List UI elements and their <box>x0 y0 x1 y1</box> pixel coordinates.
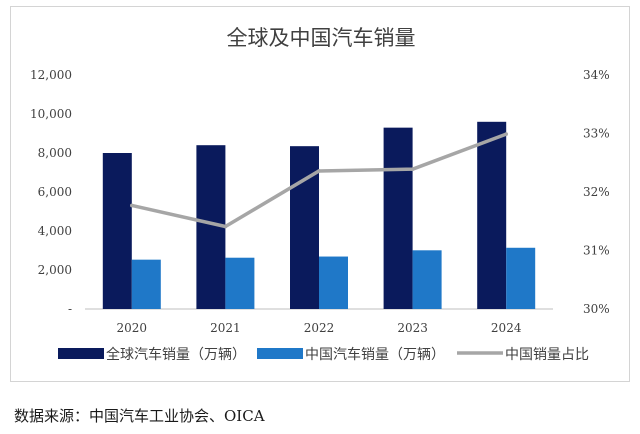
legend-label: 中国汽车销量（万辆） <box>305 346 445 363</box>
china-share-point <box>410 167 415 171</box>
legend-label: 全球汽车销量（万辆） <box>106 346 246 363</box>
bar-global <box>477 121 507 309</box>
left-tick-label: 4,000 <box>38 224 72 238</box>
bar-global <box>290 146 319 309</box>
category-label: 2021 <box>210 321 241 335</box>
legend-swatch <box>257 348 303 359</box>
plot-area: - 2,000 4,000 6,000 8,000 10,000 12,000 30% 31% 3… <box>30 68 610 335</box>
right-tick-label: 33% <box>583 127 610 141</box>
category-label: 2024 <box>491 321 522 335</box>
bar-china <box>506 247 536 309</box>
right-tick-label: 30% <box>583 302 610 316</box>
category-label: 2022 <box>304 321 335 335</box>
left-tick-label: 2,000 <box>38 263 72 277</box>
legend-label: 中国销量占比 <box>505 347 589 363</box>
bar-global <box>102 153 132 309</box>
left-tick-label: 6,000 <box>38 185 72 199</box>
chart-frame: 全球及中国汽车销量 - 2,000 4,000 6,000 8,000 10,000 12,… <box>10 6 630 382</box>
bar-china <box>225 257 255 309</box>
left-tick-label: 10,000 <box>30 107 72 121</box>
source-note: 数据来源：中国汽车工业协会、OICA <box>14 407 265 425</box>
left-tick-label: - <box>68 302 72 316</box>
china-share-point <box>504 132 509 136</box>
left-tick-label: 8,000 <box>38 146 72 160</box>
right-tick-label: 32% <box>583 185 610 199</box>
left-tick-label: 12,000 <box>30 68 72 82</box>
right-tick-label: 31% <box>583 244 610 258</box>
legend-swatch <box>58 348 104 359</box>
category-label: 2023 <box>397 321 428 335</box>
china-share-point <box>317 169 321 173</box>
bar-global <box>383 127 413 310</box>
category-label: 2020 <box>117 321 148 335</box>
combo-chart: 全球及中国汽车销量 - 2,000 4,000 6,000 8,000 10,000 12,… <box>30 26 610 363</box>
chart-title: 全球及中国汽车销量 <box>227 26 416 50</box>
china-share-point <box>130 203 134 208</box>
bar-china <box>131 259 161 309</box>
bar-china <box>319 256 348 309</box>
bar-china <box>412 250 442 309</box>
legend: 全球汽车销量（万辆） 中国汽车销量（万辆） 中国销量占比 <box>58 346 589 363</box>
right-tick-label: 34% <box>583 68 610 82</box>
china-share-point <box>223 224 228 229</box>
